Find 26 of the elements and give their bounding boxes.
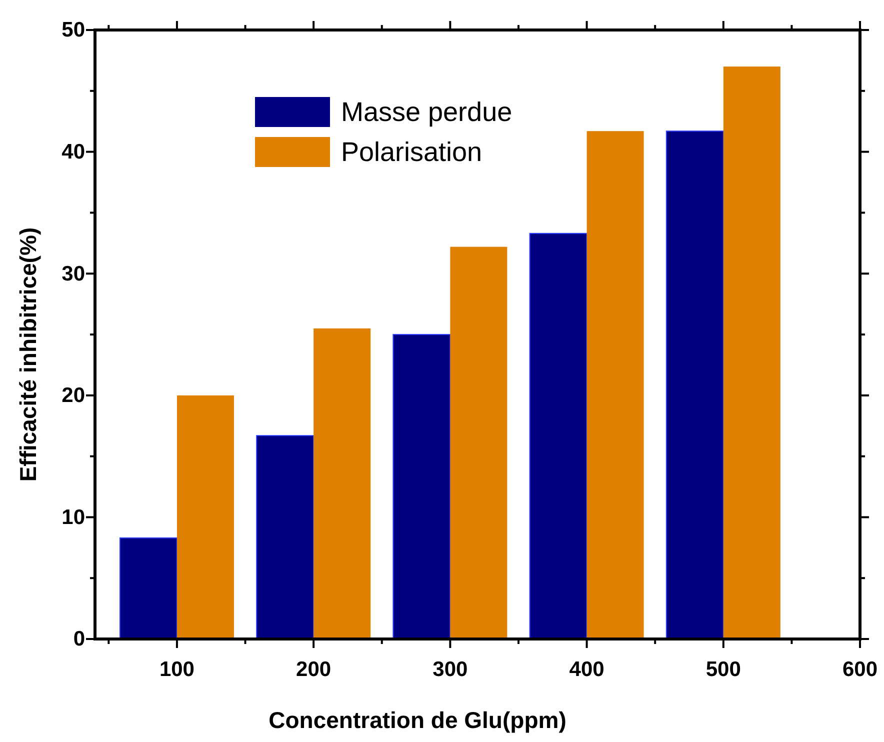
bar (586, 131, 644, 639)
bar (314, 328, 371, 639)
x-tick-label: 600 (842, 658, 878, 681)
bar (666, 130, 724, 640)
bar (529, 232, 588, 640)
legend-label: Masse perdue (341, 97, 512, 127)
x-tick-label: 500 (706, 658, 741, 681)
bar (392, 334, 451, 640)
bar (256, 435, 314, 640)
x-tick-label: 200 (296, 658, 332, 681)
y-tick-label: 0 (73, 628, 85, 651)
y-tick-label: 20 (62, 384, 85, 408)
x-tick-label: 400 (569, 658, 604, 681)
x-tick-label: 100 (159, 658, 194, 681)
x-tick-label: 300 (432, 658, 468, 681)
y-tick-label: 10 (62, 506, 85, 529)
y-tick-label: 30 (62, 262, 85, 286)
bar (176, 395, 234, 639)
y-tick-label: 40 (62, 140, 85, 164)
bar (723, 66, 780, 639)
bar (119, 537, 178, 640)
bar (450, 246, 508, 639)
y-tick-label: 50 (62, 18, 85, 42)
x-axis-title: Concentration de Glu(ppm) (268, 707, 566, 733)
legend-label: Polarisation (341, 137, 482, 167)
y-axis-title: Efficacité inhibitrice(%) (15, 227, 41, 482)
